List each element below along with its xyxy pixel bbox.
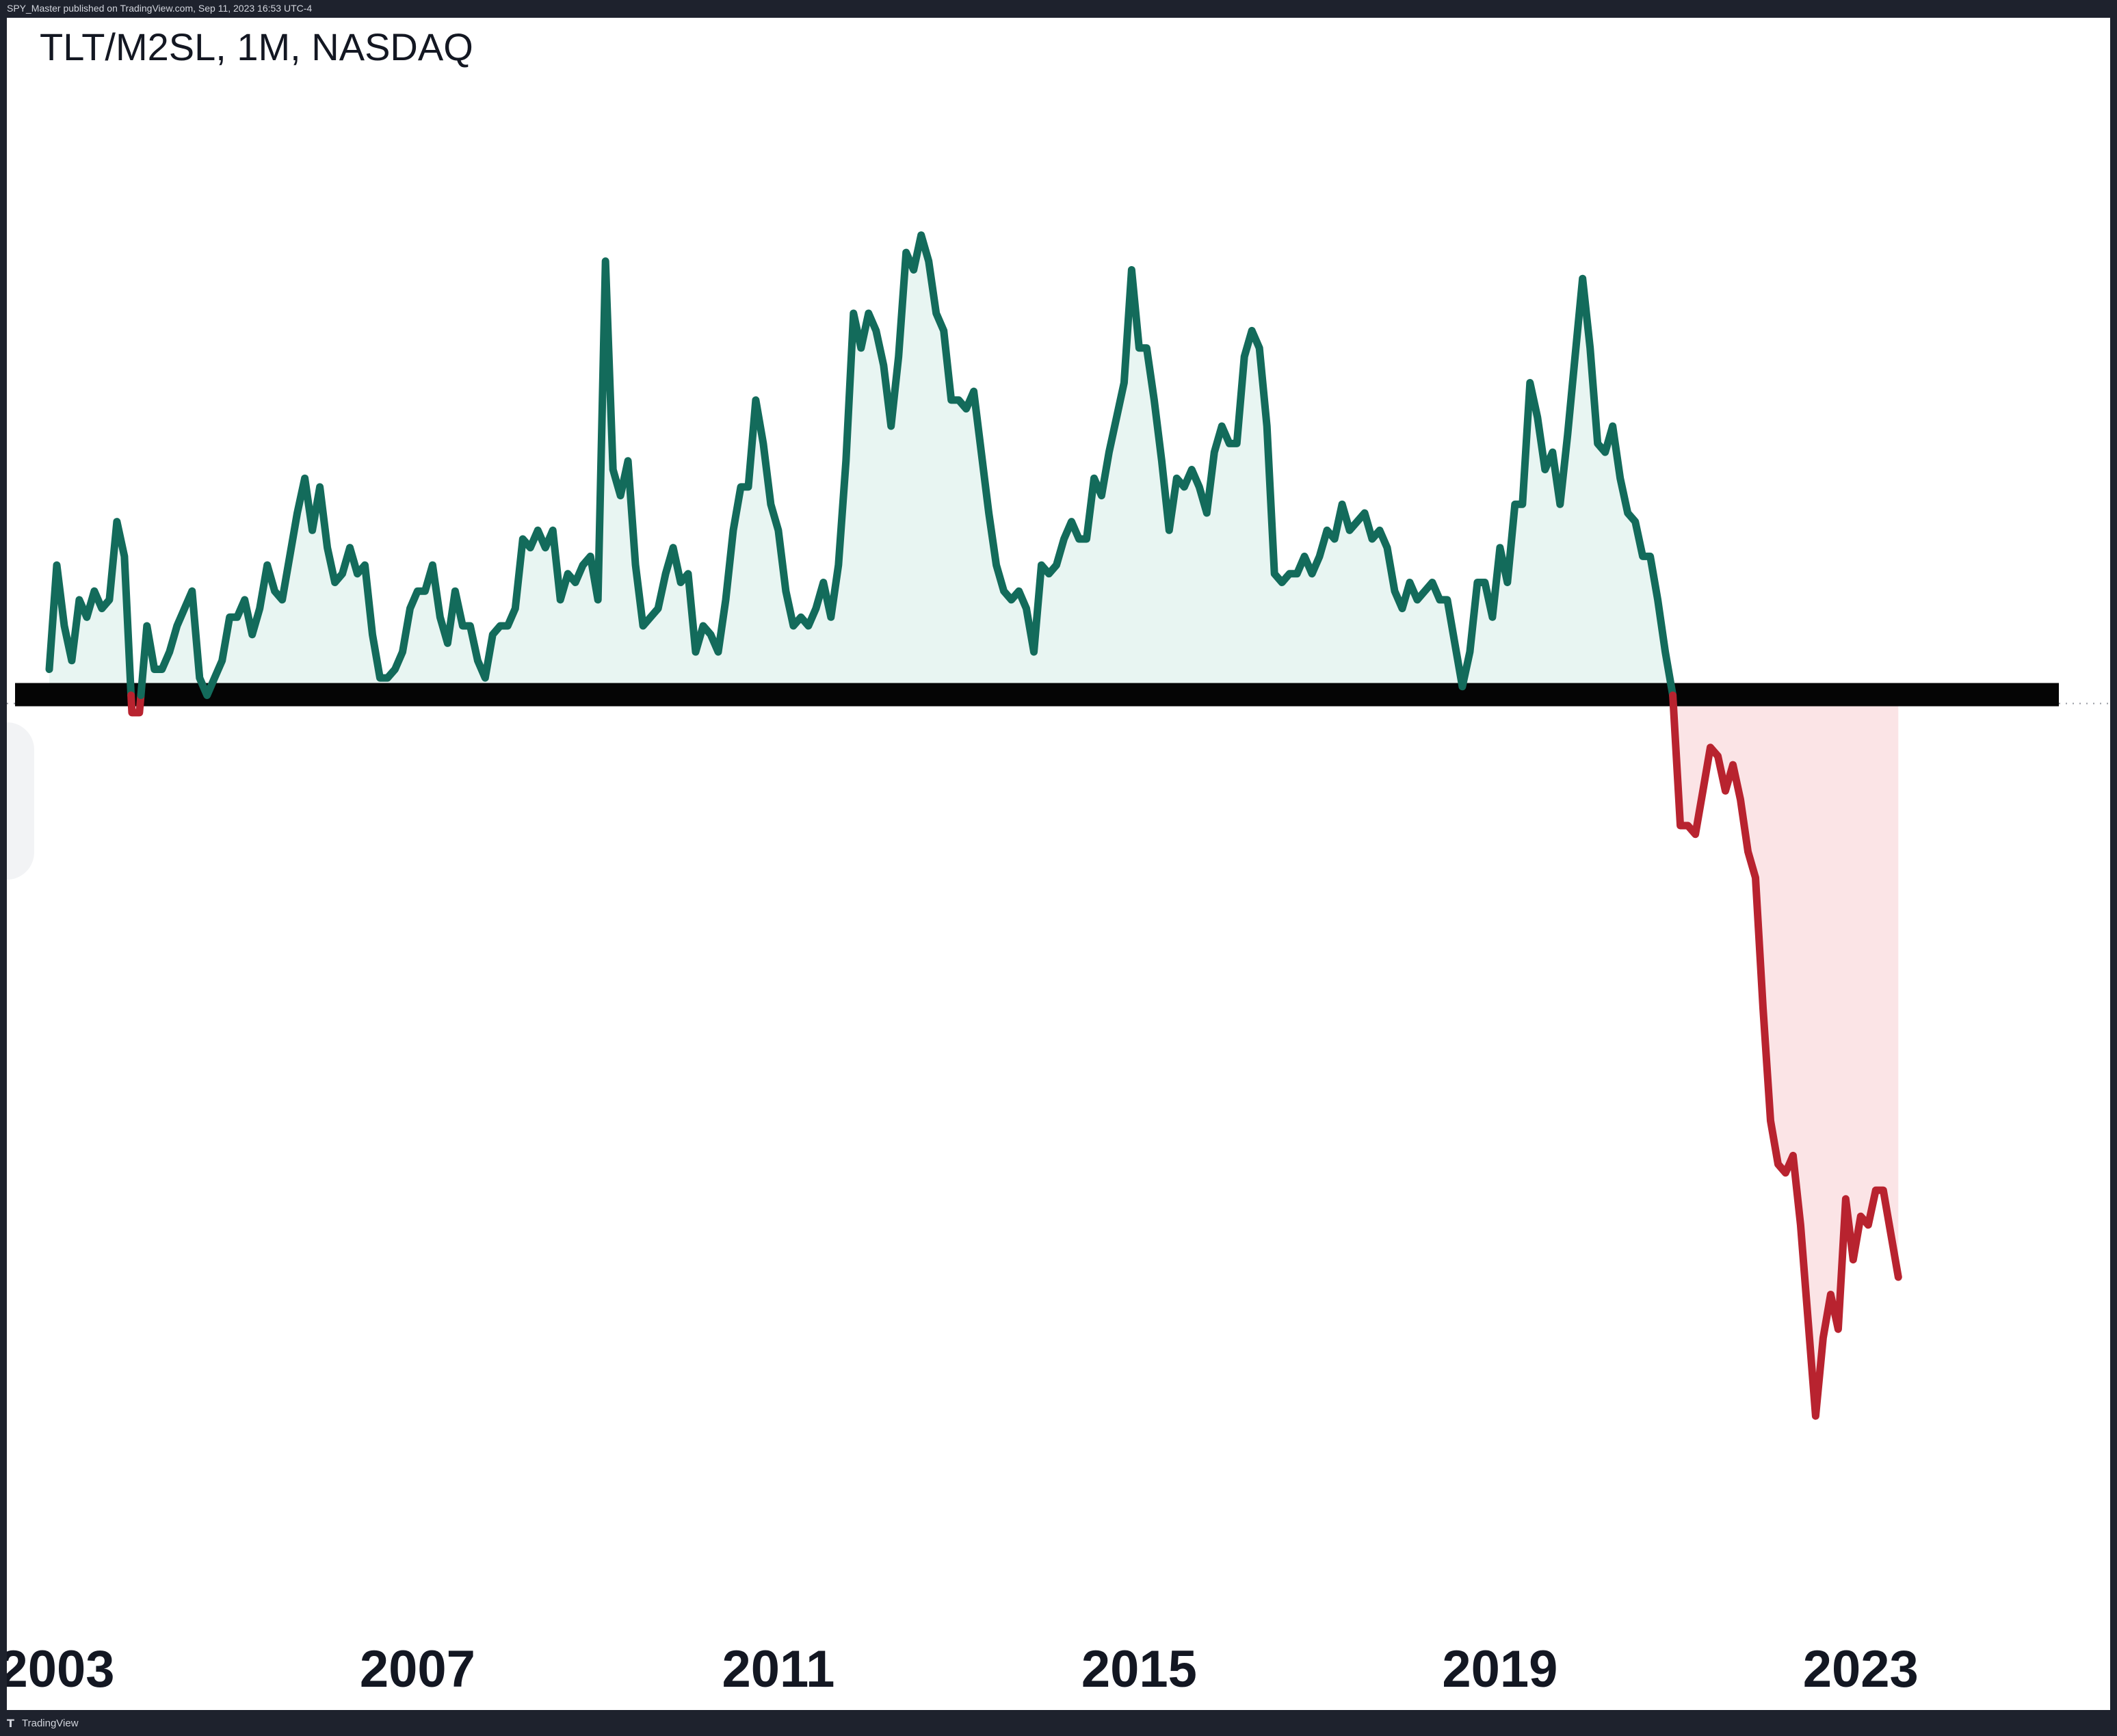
- x-tick-label: 2023: [1803, 1640, 1919, 1698]
- area-fill-below: [1672, 695, 1899, 1417]
- chart-panel[interactable]: 2003 2007 2011 2015 2019 2023 TLT/M2SL, 1M, N…: [7, 18, 2110, 1710]
- publisher-info: SPY_Master published on TradingView.com,…: [7, 3, 313, 14]
- footer-bar: 𝗧 TradingView: [0, 1710, 2117, 1736]
- collapsed-side-handle: [7, 722, 34, 880]
- x-tick-label: 2007: [360, 1640, 475, 1698]
- chart-title: TLT/M2SL, 1M, NASDAQ: [40, 25, 473, 68]
- series-line-below: [127, 692, 145, 717]
- series-line-below: [1669, 692, 1902, 1420]
- x-tick-label: 2019: [1442, 1640, 1557, 1698]
- chart-plot: 2003 2007 2011 2015 2019 2023: [7, 231, 2110, 1698]
- brand-label: TradingView: [22, 1718, 79, 1729]
- x-tick-label: 2003: [7, 1640, 115, 1698]
- publisher-bar: SPY_Master published on TradingView.com,…: [0, 0, 2117, 18]
- series-line-above: [45, 518, 135, 699]
- support-line-drawing: [15, 683, 2059, 707]
- series-line-above: [137, 231, 1677, 699]
- tradingview-logo-icon: 𝗧: [7, 1717, 14, 1730]
- area-fill-above: [141, 235, 1673, 696]
- x-tick-label: 2015: [1081, 1640, 1197, 1698]
- x-tick-label: 2011: [722, 1640, 834, 1698]
